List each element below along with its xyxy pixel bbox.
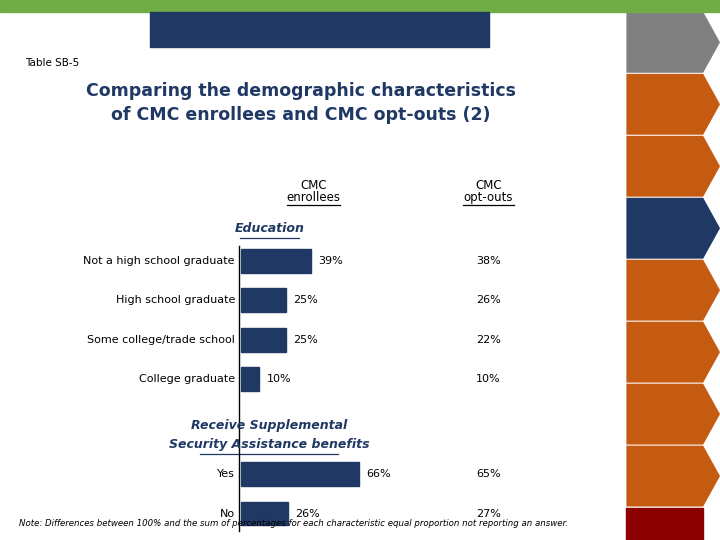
Text: 10%: 10%	[476, 374, 501, 384]
Text: Table SB-5: Table SB-5	[25, 58, 79, 68]
Text: No: No	[220, 509, 235, 518]
Text: Receive Supplemental: Receive Supplemental	[192, 419, 348, 432]
Text: Riverside: Riverside	[657, 146, 667, 186]
Bar	[241, 502, 287, 525]
Polygon shape	[626, 383, 720, 444]
Polygon shape	[626, 12, 720, 73]
Text: San
Bernardino: San Bernardino	[652, 204, 671, 252]
Text: Comparing the demographic characteristics
of CMC enrollees and CMC opt-outs (2): Comparing the demographic characteristic…	[86, 82, 516, 124]
Text: 10%: 10%	[266, 374, 291, 384]
Polygon shape	[626, 322, 720, 382]
Polygon shape	[626, 198, 720, 259]
Text: Santa
Clara: Santa Clara	[652, 340, 671, 365]
Text: Overall: Overall	[657, 27, 667, 58]
Bar	[150, 12, 489, 47]
Text: 25%: 25%	[293, 295, 318, 305]
Text: opt-outs: opt-outs	[464, 191, 513, 204]
Polygon shape	[626, 446, 720, 507]
Bar	[241, 249, 311, 273]
Text: 25%: 25%	[293, 335, 318, 345]
Text: Not a high school graduate: Not a high school graduate	[84, 256, 235, 266]
Text: San Bernardino County: San Bernardino County	[229, 23, 410, 36]
Text: 39%: 39%	[318, 256, 343, 266]
Text: Education: Education	[235, 222, 305, 235]
Bar	[626, 508, 703, 540]
Text: Security Assistance benefits: Security Assistance benefits	[169, 438, 369, 451]
Text: San
Mateo: San Mateo	[652, 401, 671, 428]
Text: 27%: 27%	[476, 509, 501, 518]
Text: Some college/trade school: Some college/trade school	[87, 335, 235, 345]
Text: 66%: 66%	[366, 469, 391, 479]
Polygon shape	[626, 136, 720, 197]
Text: 26%: 26%	[295, 509, 320, 518]
Text: 65%: 65%	[476, 469, 501, 479]
Polygon shape	[626, 260, 720, 321]
Text: CMC: CMC	[475, 179, 502, 192]
Text: Los
Angeles: Los Angeles	[652, 87, 671, 122]
Text: CMC: CMC	[300, 179, 326, 192]
Bar	[241, 367, 259, 391]
Text: College graduate: College graduate	[139, 374, 235, 384]
Text: Note: Differences between 100% and the sum of percentages for each characteristi: Note: Differences between 100% and the s…	[19, 519, 568, 528]
Text: 26%: 26%	[476, 295, 501, 305]
Text: Orange: Orange	[657, 460, 667, 492]
Text: High school graduate: High school graduate	[115, 295, 235, 305]
Bar	[0, 0, 626, 12]
Text: 22%: 22%	[476, 335, 501, 345]
Bar	[241, 328, 286, 352]
Bar	[241, 288, 286, 312]
Polygon shape	[626, 74, 720, 135]
Text: San
Diego: San Diego	[652, 278, 671, 303]
Text: Yes: Yes	[217, 469, 235, 479]
Bar	[241, 462, 359, 486]
Bar	[626, 0, 720, 12]
Text: enrollees: enrollees	[287, 191, 340, 204]
Text: 79: 79	[656, 517, 673, 530]
Text: 38%: 38%	[476, 256, 501, 266]
